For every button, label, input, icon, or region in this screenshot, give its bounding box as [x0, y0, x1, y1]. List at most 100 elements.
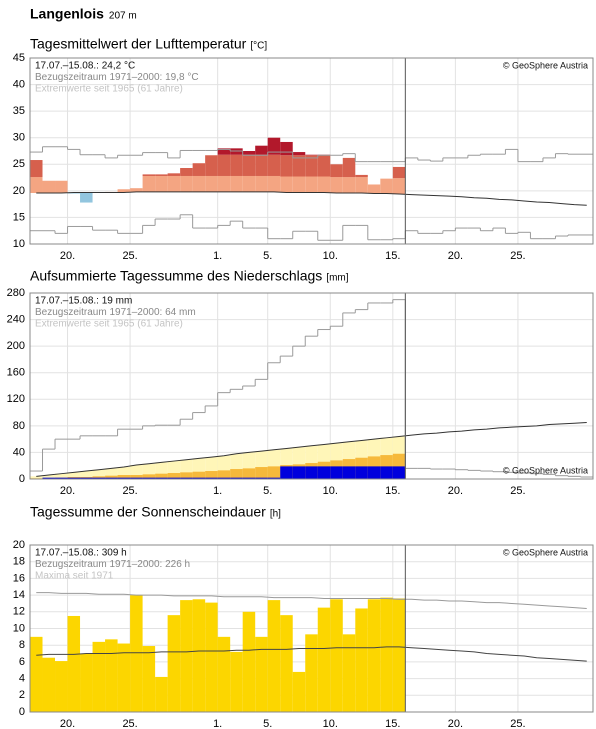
- bar: [280, 615, 293, 712]
- deviation-bar: [330, 177, 343, 193]
- y-tick-label: 45: [13, 52, 25, 64]
- line: [36, 646, 587, 662]
- bar: [317, 607, 331, 712]
- bar: [267, 600, 281, 712]
- x-tick-label: 15.: [385, 718, 400, 729]
- bar: [92, 477, 106, 479]
- bar: [167, 477, 181, 479]
- copyright: © GeoSphere Austria: [503, 547, 588, 557]
- bar: [342, 466, 356, 479]
- deviation-bar: [255, 175, 268, 192]
- y-tick-label: 0: [19, 473, 25, 485]
- info-text: Bezugszeitraum 1971–2000: 64 mm: [35, 307, 196, 318]
- bar: [255, 636, 268, 712]
- bar: [180, 472, 193, 479]
- bar: [230, 469, 243, 479]
- x-tick-label: 20.: [448, 718, 463, 729]
- y-tick-label: 10: [13, 238, 25, 250]
- info-text: Extremwerte seit 1965 (61 Jahre): [35, 84, 183, 95]
- info-text: Bezugszeitraum 1971–2000: 19,8 °C: [35, 72, 199, 83]
- plot-area: [30, 58, 593, 244]
- deviation-bar: [267, 154, 281, 176]
- info-text: Maxima seit 1971: [35, 571, 114, 582]
- bar: [117, 477, 131, 479]
- deviation-bar: [392, 178, 406, 195]
- x-tick-label: 5.: [263, 485, 272, 497]
- bar: [117, 475, 131, 479]
- deviation-bar: [292, 155, 306, 177]
- deviation-bar: [80, 192, 93, 203]
- deviation-bar: [342, 157, 356, 178]
- bar: [105, 477, 118, 479]
- bar: [192, 471, 206, 479]
- bar: [342, 634, 356, 712]
- deviation-bar: [292, 176, 306, 193]
- deviation-bar: [392, 166, 406, 179]
- info-text: Extremwerte seit 1965 (61 Jahre): [35, 319, 183, 330]
- x-tick-label: 10.: [323, 250, 338, 262]
- x-tick-label: 15.: [385, 250, 400, 262]
- bar: [305, 466, 318, 479]
- bar: [130, 595, 143, 712]
- deviation-bar: [317, 155, 331, 177]
- y-tick-label: 30: [13, 132, 25, 144]
- bar: [155, 473, 168, 479]
- bar: [330, 599, 343, 712]
- bar: [380, 466, 393, 479]
- bar: [242, 468, 256, 479]
- reference-fill: [117, 467, 131, 479]
- deviation-bar: [267, 137, 281, 155]
- deviation-bar: [205, 155, 218, 176]
- y-tick-label: 2: [19, 689, 25, 701]
- deviation-bar: [155, 175, 168, 192]
- line: [36, 592, 587, 609]
- y-tick-label: 6: [19, 656, 25, 668]
- reference-fill: [42, 475, 56, 479]
- y-tick-label: 160: [7, 367, 25, 379]
- plot-border: [29, 292, 594, 480]
- bar: [142, 474, 156, 479]
- deviation-bar: [242, 175, 256, 192]
- chart-title: Tagessumme der Sonnenscheindauer: [30, 504, 266, 520]
- bar: [355, 608, 368, 712]
- deviation-bar: [217, 175, 231, 192]
- bar: [92, 641, 106, 712]
- x-tick-label: 10.: [323, 718, 338, 729]
- x-tick-label: 10.: [323, 485, 338, 497]
- y-tick-label: 10: [13, 622, 25, 634]
- deviation-bar: [317, 176, 331, 193]
- deviation-bar: [305, 155, 318, 177]
- bar: [192, 477, 206, 479]
- bar: [180, 600, 193, 712]
- y-tick-label: 4: [19, 673, 25, 685]
- chart-title: Aufsummierte Tagessumme des Niederschlag…: [30, 268, 322, 284]
- info-text: Bezugszeitraum 1971–2000: 226 h: [35, 559, 190, 570]
- deviation-bar: [117, 189, 131, 193]
- bar: [305, 634, 318, 712]
- deviation-bar: [330, 164, 343, 178]
- x-tick-label: 25.: [510, 718, 525, 729]
- bar: [205, 477, 218, 479]
- y-tick-label: 16: [13, 572, 25, 584]
- deviation-bar: [67, 192, 81, 194]
- deviation-bar: [305, 176, 318, 193]
- deviation-bar: [280, 141, 293, 156]
- bar: [330, 466, 343, 479]
- x-tick-label: 25.: [122, 485, 137, 497]
- bar: [167, 615, 181, 712]
- bar: [392, 598, 406, 712]
- line: [36, 422, 587, 477]
- line: [36, 191, 587, 206]
- bar: [380, 597, 393, 712]
- station-title: Langenlois: [30, 6, 104, 22]
- deviation-bar: [167, 173, 181, 176]
- bar: [292, 466, 306, 479]
- deviation-bar: [355, 177, 368, 193]
- deviation-bar: [267, 175, 281, 192]
- plot-border: [29, 544, 594, 713]
- bar: [130, 475, 143, 479]
- x-tick-label: 5.: [263, 250, 272, 262]
- deviation-bar: [142, 175, 156, 192]
- y-tick-label: 40: [13, 78, 25, 90]
